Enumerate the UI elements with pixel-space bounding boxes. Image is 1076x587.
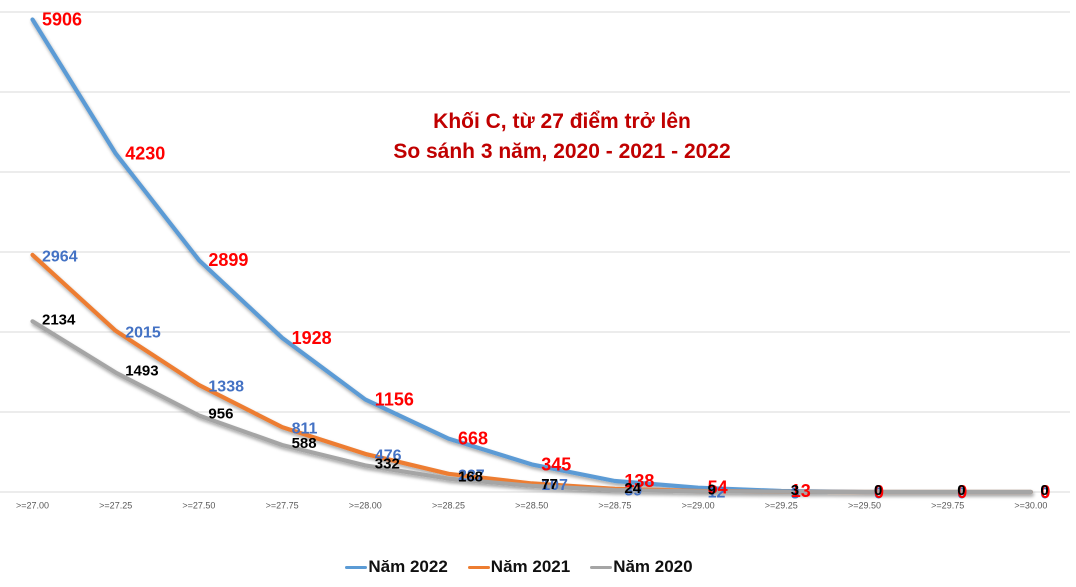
legend-label-2020: Năm 2020 — [613, 557, 693, 576]
data-label-Năm-2021: 0 — [874, 486, 883, 503]
x-axis-label: >=27.75 — [266, 501, 299, 511]
data-label-Năm-2020: 77 — [541, 476, 558, 493]
legend-swatch-2021 — [467, 565, 490, 569]
data-label-Năm-2021: 2964 — [42, 248, 78, 265]
series-line-3 — [30, 319, 1034, 495]
data-label-Năm-2022: 5906 — [42, 10, 82, 30]
data-label-Năm-2022: 345 — [541, 454, 571, 474]
gridlines — [0, 11, 1070, 493]
series-line-2 — [30, 252, 1034, 495]
series-lines — [30, 17, 1034, 495]
x-axis-label: >=27.00 — [16, 501, 49, 511]
legend-swatch-2022 — [345, 565, 368, 569]
data-label-Năm-2022: 2899 — [208, 250, 248, 270]
data-label-Năm-2021: 12 — [708, 485, 726, 502]
data-label-Năm-2021: 39 — [624, 482, 642, 499]
data-label-Năm-2021: 3 — [791, 485, 800, 502]
x-axis-label: >=27.25 — [99, 501, 132, 511]
data-label-Năm-2020: 9 — [708, 481, 716, 498]
data-label-Năm-2020: 0 — [957, 482, 965, 499]
x-axis-label: >=27.50 — [182, 501, 215, 511]
data-label-Năm-2022: 54 — [708, 478, 728, 498]
x-axis-label: >=29.75 — [931, 501, 964, 511]
data-label-Năm-2020: 2134 — [42, 311, 76, 328]
chart-title-line2: So sánh 3 năm, 2020 - 2021 - 2022 — [393, 139, 731, 163]
data-label-Năm-2020: 956 — [208, 406, 233, 423]
data-label-Năm-2021: 0 — [1040, 486, 1049, 503]
legend-swatch-2020 — [590, 565, 613, 569]
data-label-Năm-2021: 476 — [375, 447, 402, 464]
data-label-Năm-2021: 1338 — [208, 379, 244, 396]
x-axis-label: >=30.00 — [1014, 501, 1047, 511]
x-axis-label: >=29.00 — [682, 501, 715, 511]
legend: Năm 2022 Năm 2021 Năm 2020 — [0, 556, 1057, 578]
data-label-Năm-2022: 1156 — [375, 390, 414, 410]
data-label-Năm-2022: 13 — [791, 481, 811, 501]
legend-item-2022: Năm 2022 — [345, 556, 448, 578]
data-label-Năm-2021: 2015 — [125, 324, 161, 341]
x-axis-label: >=29.50 — [848, 501, 881, 511]
data-label-Năm-2022: 1928 — [292, 328, 332, 348]
legend-label-2022: Năm 2022 — [368, 557, 448, 576]
legend-item-2020: Năm 2020 — [590, 556, 693, 578]
data-label-Năm-2021: 107 — [541, 477, 568, 494]
data-label-Năm-2020: 0 — [1040, 482, 1048, 499]
x-axis-label: >=29.25 — [765, 501, 798, 511]
data-label-Năm-2022: 0 — [874, 482, 884, 502]
x-axis-label: >=28.25 — [432, 501, 465, 511]
data-label-Năm-2021: 0 — [957, 486, 966, 503]
x-axis-labels: >=27.00 >=27.25 >=27.50 >=27.75 >=28.00 >=28.… — [16, 501, 1047, 511]
data-label-Năm-2021: 811 — [292, 421, 318, 438]
data-label-Năm-2020: 168 — [458, 469, 483, 486]
chart-title: Khối C, từ 27 điểm trở lên So sánh 3 năm… — [24, 0, 1076, 166]
data-label-Năm-2020: 24 — [624, 480, 641, 497]
data-label-Năm-2020: 0 — [874, 482, 882, 499]
data-label-Năm-2020: 332 — [375, 455, 400, 472]
data-label-Năm-2022: 0 — [1040, 482, 1050, 502]
data-label-Năm-2020: 1493 — [125, 363, 158, 380]
data-label-Năm-2022: 4230 — [125, 144, 165, 164]
data-label-Năm-2022: 138 — [624, 471, 654, 491]
x-axis-label: >=28.50 — [515, 501, 548, 511]
data-label-Năm-2020: 3 — [791, 482, 799, 499]
chart-title-line1: Khối C, từ 27 điểm trở lên — [433, 110, 691, 133]
x-axis-label: >=28.00 — [349, 501, 382, 511]
data-label-Năm-2021: 227 — [458, 467, 485, 484]
data-label-Năm-2022: 668 — [458, 429, 488, 449]
data-label-Năm-2022: 0 — [957, 482, 967, 502]
data-label-Năm-2020: 588 — [292, 435, 317, 452]
x-axis-label: >=28.75 — [598, 501, 631, 511]
legend-item-2021: Năm 2021 — [467, 556, 571, 578]
legend-label-2021: Năm 2021 — [490, 557, 571, 576]
